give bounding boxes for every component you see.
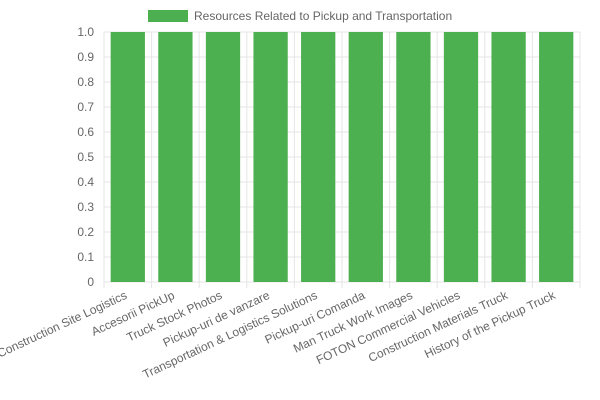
y-axis-ticks: 0 0.1 0.2 0.3 0.4 0.5 0.6 0.7 0.8 0.9 1.0 xyxy=(77,25,94,289)
y-tick-label: 0.9 xyxy=(77,50,94,64)
bar[interactable] xyxy=(539,32,574,282)
y-tick-label: 0.3 xyxy=(77,200,94,214)
bars xyxy=(110,32,574,282)
y-tick-label: 0.8 xyxy=(77,75,94,89)
legend[interactable]: Resources Related to Pickup and Transpor… xyxy=(148,9,452,23)
y-tick-label: 0.6 xyxy=(77,125,94,139)
y-tick-label: 0.5 xyxy=(77,150,94,164)
bar[interactable] xyxy=(110,32,145,282)
y-tick-label: 0.7 xyxy=(77,100,94,114)
bar[interactable] xyxy=(491,32,526,282)
legend-swatch[interactable] xyxy=(148,10,188,22)
bar[interactable] xyxy=(443,32,479,282)
bar[interactable] xyxy=(205,32,241,282)
legend-label[interactable]: Resources Related to Pickup and Transpor… xyxy=(194,9,452,23)
bar[interactable] xyxy=(396,32,431,282)
y-tick-label: 0.1 xyxy=(77,250,94,264)
y-tick-label: 0.4 xyxy=(77,175,94,189)
bar[interactable] xyxy=(301,32,336,282)
bar[interactable] xyxy=(348,32,383,282)
y-tick-label: 0 xyxy=(87,275,94,289)
y-tick-label: 0.2 xyxy=(77,225,94,239)
bar[interactable] xyxy=(253,32,288,282)
bar[interactable] xyxy=(158,32,193,282)
y-tick-label: 1.0 xyxy=(77,25,94,39)
